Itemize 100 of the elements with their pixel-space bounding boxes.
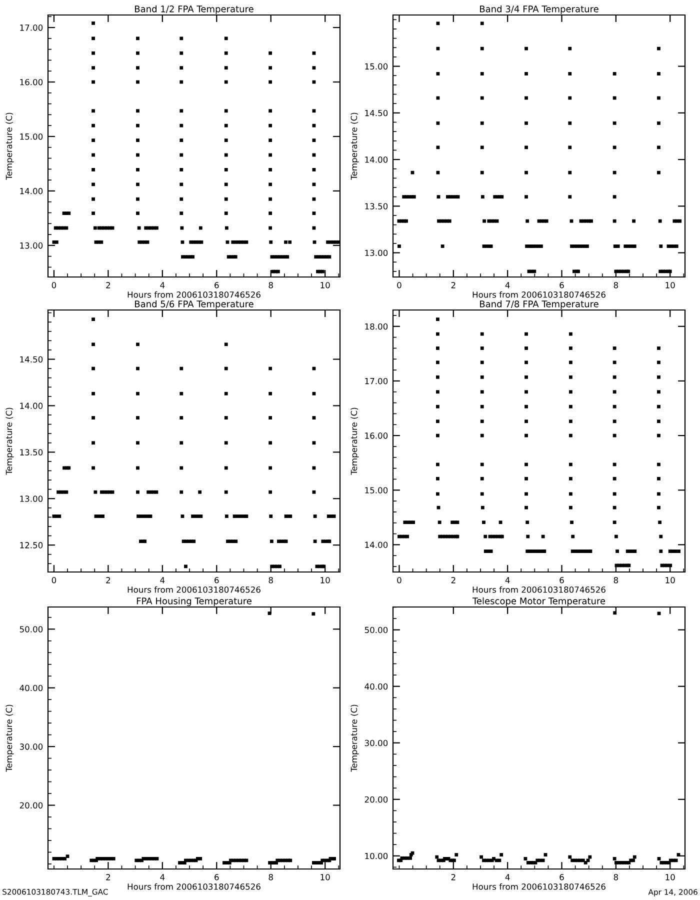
y-tick-label: 17.00 [365, 378, 388, 384]
point [312, 182, 316, 186]
x-tick-label: 6 [214, 282, 219, 288]
point [612, 404, 616, 408]
point [570, 244, 574, 248]
point [436, 390, 440, 394]
point [406, 534, 410, 538]
point [612, 390, 616, 394]
y-tick-label: 13.00 [20, 242, 43, 249]
point [403, 520, 407, 524]
point [612, 72, 616, 76]
point [495, 219, 499, 223]
point [568, 390, 572, 394]
point [312, 124, 316, 128]
point [614, 270, 618, 274]
point [674, 244, 678, 248]
point [480, 121, 484, 125]
point [437, 219, 440, 223]
point [436, 146, 440, 150]
x-axis-title: Hours from 2006103180746526 [472, 883, 606, 890]
y-tick-label: 13.50 [20, 449, 43, 456]
y-axis-title: Temperature (C) [350, 408, 359, 475]
point [224, 416, 228, 420]
y-tick-label: 15.00 [20, 133, 43, 140]
point [312, 490, 316, 494]
point [612, 476, 616, 480]
point [568, 360, 572, 364]
point [436, 476, 440, 480]
point [312, 168, 316, 172]
point [276, 255, 280, 259]
point [231, 240, 235, 244]
point [100, 240, 104, 244]
point [180, 153, 184, 157]
point [312, 138, 316, 142]
point [480, 22, 484, 26]
point [92, 153, 95, 157]
point [330, 514, 334, 518]
point [92, 212, 95, 215]
x-axis-title: Hours from 2006103180746526 [128, 883, 260, 890]
point [269, 514, 273, 518]
point [224, 124, 228, 128]
point [524, 404, 528, 408]
point [92, 342, 95, 346]
point [136, 153, 140, 157]
y-tick-label: 18.00 [365, 323, 388, 330]
point [574, 550, 577, 553]
point [532, 270, 536, 274]
point [657, 434, 660, 438]
point [181, 255, 184, 259]
point [180, 514, 184, 518]
point [657, 46, 660, 50]
x-tick-label: 4 [160, 874, 165, 880]
point [524, 462, 528, 466]
point [180, 416, 184, 420]
point [199, 514, 203, 518]
point [280, 540, 284, 544]
point [678, 219, 682, 223]
point [194, 240, 198, 244]
point [445, 219, 449, 223]
point [180, 490, 184, 494]
point [590, 219, 593, 223]
point [138, 240, 142, 244]
point [671, 550, 675, 553]
point [524, 434, 528, 438]
point [480, 346, 484, 350]
point [657, 170, 660, 174]
point [436, 318, 440, 321]
point [436, 420, 440, 424]
point [658, 270, 662, 274]
point [93, 226, 97, 230]
point [526, 550, 530, 553]
point [480, 332, 484, 336]
point [268, 212, 272, 215]
point [92, 416, 95, 420]
point [657, 346, 660, 350]
point [568, 375, 572, 379]
point [64, 226, 68, 230]
y-tick-label: 17.00 [20, 24, 43, 31]
point [524, 332, 528, 336]
y-tick-label: 14.50 [365, 110, 388, 116]
point [677, 550, 680, 553]
point [612, 360, 616, 364]
point [480, 476, 484, 480]
point [612, 506, 616, 510]
point [612, 434, 616, 438]
point [269, 240, 273, 244]
point [236, 514, 239, 518]
point [136, 490, 140, 494]
x-tick-label: 8 [268, 874, 273, 880]
point [312, 66, 316, 70]
point [568, 195, 572, 199]
point [436, 332, 440, 336]
x-axis-title: Hours from 2006103180746526 [472, 291, 606, 298]
point [436, 462, 440, 466]
point [570, 219, 574, 223]
point [312, 51, 316, 55]
point [224, 138, 228, 142]
point [276, 270, 280, 274]
point [448, 219, 452, 223]
point [487, 219, 491, 223]
